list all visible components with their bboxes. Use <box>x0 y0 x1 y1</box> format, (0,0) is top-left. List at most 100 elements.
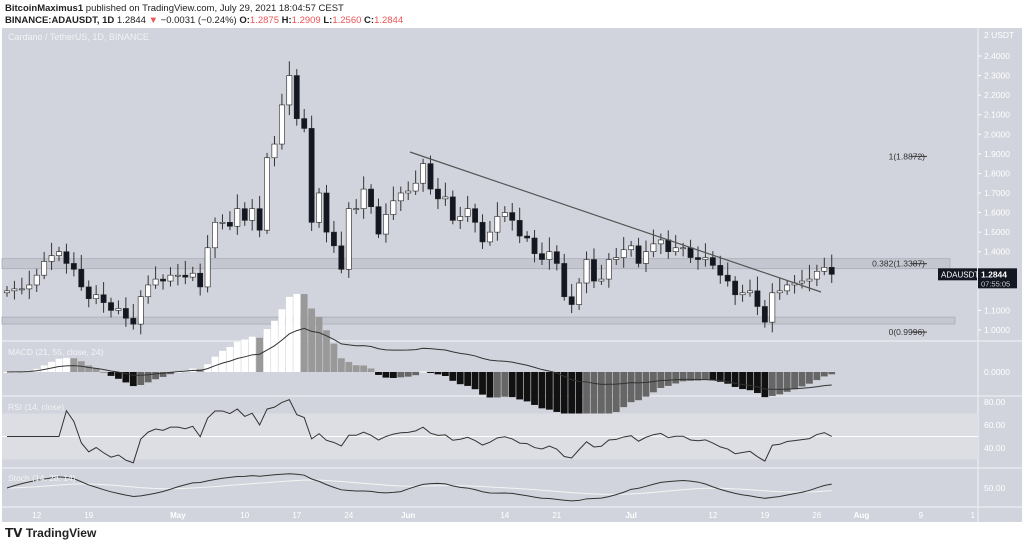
candle-down <box>160 278 166 282</box>
candle-down <box>754 290 761 307</box>
fib-level-label: 1(1.8872) <box>889 151 926 161</box>
candle-up <box>412 182 419 192</box>
time-tick-label: Aug <box>854 511 870 520</box>
symbol: BINANCE:ADAUSDT, 1D <box>5 15 115 26</box>
candle-up <box>383 214 389 235</box>
candle-down <box>472 208 478 223</box>
candle-up <box>457 216 464 221</box>
rsi-label: RSI (14, close) <box>8 402 64 412</box>
macd-histogram-bar <box>441 372 449 377</box>
candle-down <box>591 259 597 282</box>
fib-level-label: 0(0.9996) <box>889 327 926 337</box>
candle-up <box>442 196 449 200</box>
candle-up <box>271 143 278 159</box>
macd-histogram-bar <box>657 372 665 388</box>
candle-down <box>732 280 739 296</box>
candle-up <box>234 208 241 227</box>
macd-histogram-bar <box>642 372 650 397</box>
candle-up <box>583 259 590 284</box>
candle-up <box>137 296 144 325</box>
macd-histogram-bar <box>754 372 761 394</box>
macd-histogram-bar <box>434 372 442 375</box>
candle-up <box>4 290 10 294</box>
candle-up <box>390 200 397 215</box>
macd-histogram-bar <box>828 372 836 375</box>
candle-down <box>293 75 300 119</box>
candle-down <box>717 265 724 276</box>
candle-down <box>308 128 315 223</box>
macd-histogram-bar <box>739 372 746 390</box>
macd-histogram-bar <box>3 372 11 373</box>
macd-histogram-bar <box>375 372 382 375</box>
stoch-tick-label: 50.00 <box>984 483 1006 493</box>
candle-down <box>561 263 568 298</box>
rsi-tick-label: 40.00 <box>984 443 1006 453</box>
candle-down <box>122 308 129 319</box>
macd-histogram-bar <box>427 372 434 373</box>
candle-up <box>739 292 746 296</box>
macd-histogram-bar <box>464 372 472 386</box>
chart-title: Cardano / TetherUS, 1D, BINANCE <box>8 32 149 42</box>
rsi-tick-label: 80.00 <box>984 397 1006 407</box>
macd-histogram-bar <box>323 330 330 372</box>
candle-up <box>219 222 226 224</box>
macd-histogram-bar <box>583 372 590 422</box>
time-tick-label: 14 <box>500 511 509 520</box>
candle-up <box>397 192 404 202</box>
macd-histogram-bar <box>768 372 776 396</box>
macd-histogram-bar <box>174 371 182 373</box>
descending-trendline <box>409 151 822 293</box>
candle-up <box>799 280 805 284</box>
candle-down <box>197 272 204 288</box>
candle-up <box>546 251 553 260</box>
macd-histogram-bar <box>471 372 479 390</box>
author[interactable]: BitcoinMaximus1 <box>5 3 84 14</box>
time-tick-label: 12 <box>32 511 41 520</box>
macd-histogram-bar <box>731 372 739 387</box>
countdown-text: 07:55:05 <box>981 279 1010 288</box>
brand-name: TradingView <box>25 526 97 540</box>
macd-histogram-bar <box>256 337 264 372</box>
candle-up <box>26 284 33 290</box>
high-value: 1.2909 <box>291 15 321 26</box>
candle-up <box>420 163 426 184</box>
price-tick-label: 1.9000 <box>984 149 1010 159</box>
candle-down <box>182 274 189 278</box>
price-axis-currency: 2 USDT <box>984 30 1014 40</box>
close-value: 1.2844 <box>374 15 404 26</box>
candle-up <box>115 308 122 311</box>
candle-up <box>41 261 48 276</box>
macd-histogram-bar <box>211 356 219 372</box>
macd-histogram-bar <box>367 368 375 372</box>
macd-histogram-bar <box>612 372 620 413</box>
macd-histogram-bar <box>382 372 390 378</box>
candle-down <box>687 247 694 258</box>
candle-up <box>628 245 635 251</box>
macd-histogram-bar <box>360 365 368 372</box>
macd-histogram-bar <box>798 372 806 387</box>
candle-down <box>665 239 672 252</box>
macd-histogram-bar <box>449 372 457 381</box>
close-label: C: <box>364 15 375 26</box>
low-value: 1.2560 <box>332 15 362 26</box>
candle-down <box>524 235 530 239</box>
macd-histogram-bar <box>627 372 635 403</box>
candle-down <box>724 274 731 282</box>
macd-histogram-bar <box>115 372 122 379</box>
tradingview-logo[interactable]: 𝗧𝗩 TradingView <box>5 526 96 540</box>
macd-label: MACD (21, 55, close, 24) <box>8 347 104 357</box>
candle-up <box>353 208 360 210</box>
candle-down <box>761 306 768 323</box>
time-tick-label: 9 <box>919 511 924 520</box>
macd-line <box>6 327 832 390</box>
candle-up <box>672 247 679 252</box>
candle-down <box>709 257 716 266</box>
macd-histogram-bar <box>337 358 345 372</box>
candle-up <box>747 290 753 294</box>
macd-histogram-bar <box>806 372 813 384</box>
candle-up <box>650 243 657 252</box>
macd-histogram-bar <box>85 365 93 372</box>
last-price-text: 1.2844 <box>981 269 1007 279</box>
rsi-line <box>7 398 832 464</box>
